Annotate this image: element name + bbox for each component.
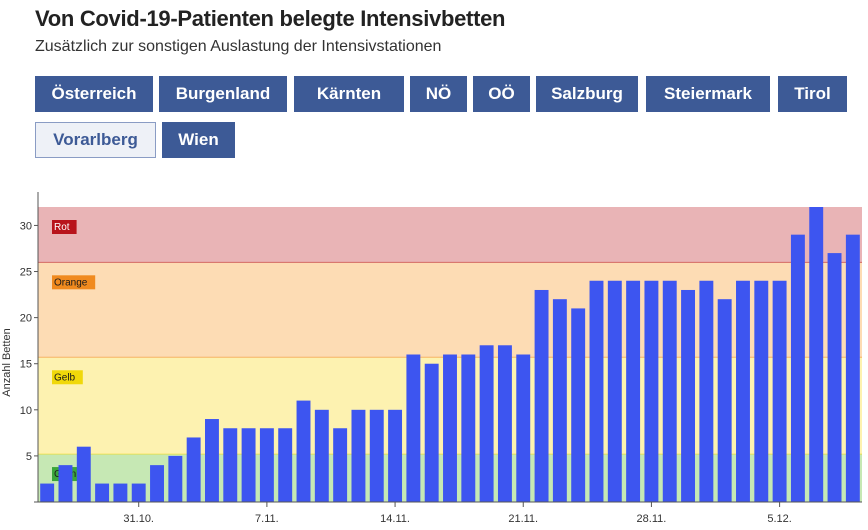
- x-tick-label: 28.11.: [637, 513, 667, 525]
- bar: [58, 465, 73, 503]
- y-tick-label: 5: [26, 451, 32, 463]
- y-tick-label: 10: [20, 405, 32, 417]
- bar: [717, 299, 732, 502]
- zone-label-orange: Orange: [54, 277, 88, 288]
- tab-wien[interactable]: Wien: [162, 122, 235, 158]
- zone-label-rot: Rot: [54, 222, 70, 233]
- bar: [790, 234, 805, 502]
- tab-vorarlberg[interactable]: Vorarlberg: [35, 122, 156, 158]
- bar: [589, 280, 604, 502]
- bar: [150, 465, 164, 503]
- bar: [809, 207, 824, 502]
- bar: [424, 363, 439, 502]
- bar: [95, 483, 110, 502]
- bar: [479, 345, 494, 502]
- bar: [76, 446, 91, 502]
- bar: [259, 428, 274, 502]
- tab-tirol[interactable]: Tirol: [778, 76, 847, 112]
- tab-noe[interactable]: NÖ: [410, 76, 467, 112]
- bar: [497, 345, 512, 502]
- chart-title: Von Covid-19-Patienten belegte Intensivb…: [35, 6, 506, 31]
- x-tick-label: 21.11.: [508, 513, 538, 525]
- bar: [534, 289, 549, 502]
- bar: [131, 483, 146, 502]
- bar: [662, 280, 677, 502]
- x-tick-label: 14.11.: [380, 513, 410, 525]
- bar: [443, 354, 457, 502]
- bar: [40, 483, 55, 502]
- tab-salzburg[interactable]: Salzburg: [536, 76, 638, 112]
- tab-ooe[interactable]: OÖ: [473, 76, 530, 112]
- zone-label-badge-orange: [52, 275, 96, 290]
- y-tick-label: 25: [20, 267, 32, 279]
- bar: [845, 234, 860, 502]
- bar: [333, 428, 348, 502]
- bar: [351, 409, 366, 502]
- y-axis-label: Anzahl Betten: [1, 328, 13, 397]
- bar: [406, 354, 421, 502]
- x-tick-label: 31.10.: [123, 513, 154, 525]
- x-tick-label: 5.12.: [767, 513, 791, 525]
- bar: [772, 280, 787, 502]
- bar: [644, 280, 659, 502]
- bar: [681, 289, 696, 502]
- bar: [607, 280, 622, 502]
- tab-kaernten[interactable]: Kärnten: [294, 76, 404, 112]
- tab-burgenland[interactable]: Burgenland: [159, 76, 287, 112]
- bar: [626, 280, 641, 502]
- bar: [516, 354, 531, 502]
- bar: [113, 483, 128, 502]
- y-tick-label: 30: [20, 220, 32, 232]
- y-tick-label: 20: [20, 313, 32, 325]
- bar: [827, 253, 842, 502]
- zone-rot: [38, 207, 862, 263]
- bar: [278, 428, 293, 502]
- x-tick-label: 7.11.: [255, 513, 279, 525]
- tab-oesterreich[interactable]: Österreich: [35, 76, 153, 112]
- bar: [314, 409, 329, 502]
- bar: [168, 455, 183, 502]
- zone-label-gelb: Gelb: [54, 372, 76, 383]
- zone-label-badge-rot: [52, 220, 77, 234]
- bar: [736, 280, 750, 502]
- bar: [241, 428, 256, 502]
- zone-label-badge-gelb: [52, 370, 83, 385]
- chart-subtitle: Zusätzlich zur sonstigen Auslastung der …: [35, 38, 442, 55]
- bar: [223, 428, 238, 502]
- bar: [571, 308, 586, 502]
- bar: [369, 409, 384, 502]
- bar: [552, 299, 567, 502]
- tab-steiermark[interactable]: Steiermark: [646, 76, 770, 112]
- bar: [205, 419, 219, 502]
- bar: [186, 437, 201, 502]
- y-tick-label: 15: [20, 359, 32, 371]
- bar: [461, 354, 476, 502]
- bar: [699, 280, 714, 502]
- bar: [754, 280, 769, 502]
- bar: [388, 409, 403, 502]
- bar: [296, 400, 311, 502]
